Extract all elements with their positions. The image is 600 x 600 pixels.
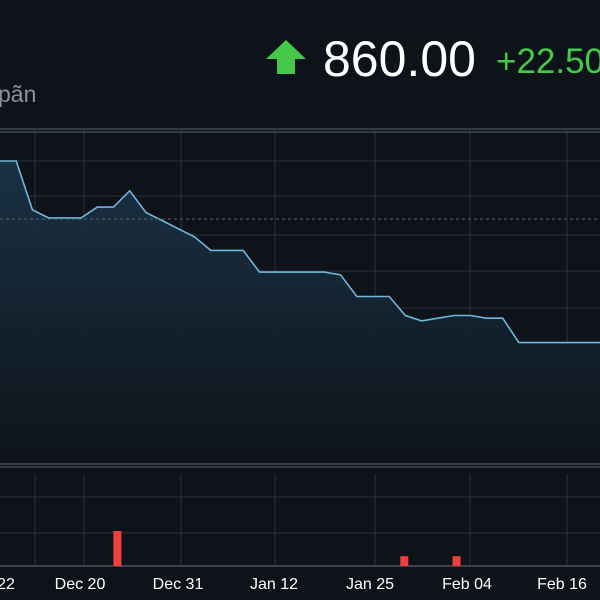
volume-bar	[400, 556, 409, 566]
current-price: 860.00	[323, 31, 476, 87]
x-tick-label: Feb 04	[442, 576, 492, 593]
volume-bar	[452, 556, 461, 566]
x-tick-label: Dec 20	[55, 576, 106, 593]
x-tick-label: Feb 16	[537, 576, 587, 593]
price-change: +22.50	[496, 42, 600, 81]
x-tick-label: 22	[0, 576, 15, 593]
quote-header: 860.00 +22.50 pãn	[0, 0, 600, 128]
price-line	[0, 160, 600, 344]
x-tick-label: Dec 31	[153, 576, 204, 593]
up-arrow-icon	[266, 40, 306, 74]
chart-frame	[0, 128, 600, 567]
price-area-fill	[0, 161, 600, 466]
volume-bars	[113, 531, 461, 566]
x-axis-ticks: 22 Dec 20 Dec 31 Jan 12 Jan 25 Feb 04 Feb 16	[0, 576, 587, 593]
subtitle-label: pãn	[0, 81, 37, 107]
volume-bar	[113, 531, 122, 566]
x-tick-label: Jan 25	[346, 576, 394, 593]
x-tick-label: Jan 12	[250, 576, 298, 593]
